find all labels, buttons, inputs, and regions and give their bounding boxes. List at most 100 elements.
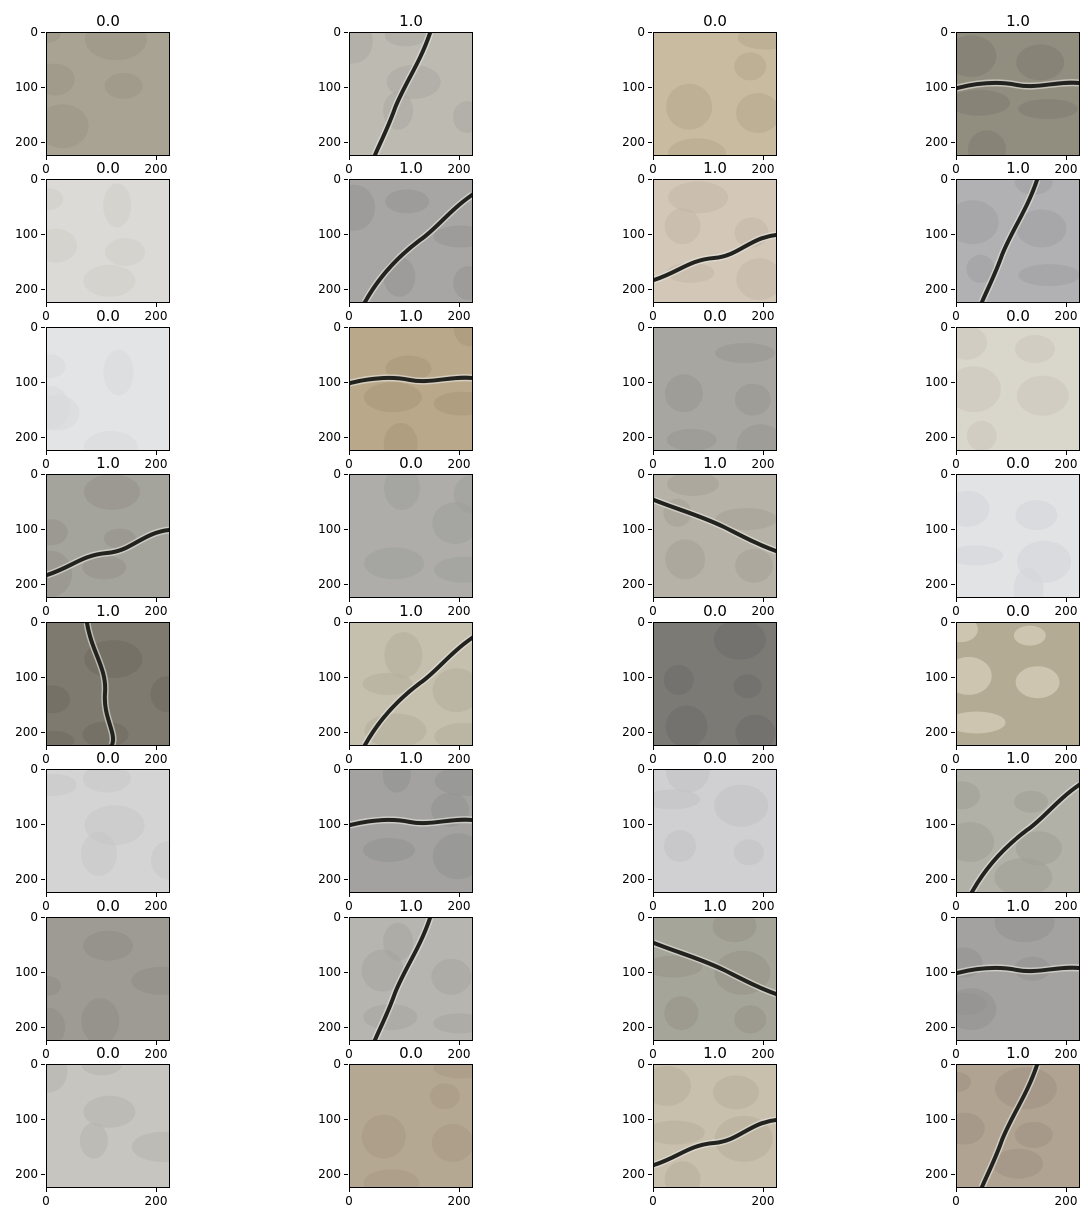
concrete-surface-image: [653, 32, 777, 156]
x-tick-label: 200: [1054, 899, 1078, 913]
x-tick: [653, 746, 654, 750]
y-tick-label: 100: [318, 80, 341, 94]
x-tick: [763, 746, 764, 750]
y-tick: [951, 622, 955, 627]
y-tick: [648, 917, 652, 922]
y-tick: [648, 179, 652, 184]
y-tick: [648, 32, 652, 37]
panel-label: 0.0: [703, 12, 727, 30]
x-tick-label: 200: [144, 309, 168, 323]
image-panel: 1.0 0 100 200 0 200: [925, 750, 1080, 913]
y-tick: [41, 1064, 45, 1069]
y-tick: [41, 1027, 45, 1032]
x-tick-label: 0: [649, 457, 657, 471]
texture-graphic: [957, 918, 1079, 1040]
image-panel: 0.0 0 100 200 0 200: [925, 455, 1080, 618]
panel-label: 1.0: [399, 307, 423, 325]
texture-graphic: [654, 33, 776, 155]
y-tick: [951, 1174, 955, 1179]
y-tick: [344, 917, 348, 922]
image-panel: 0.0 0 100 200 0 200: [15, 898, 170, 1061]
texture-graphic: [47, 918, 169, 1040]
y-tick-label: 0: [940, 467, 948, 481]
cracked-concrete-image: [349, 917, 473, 1041]
y-tick-label: 0: [940, 910, 948, 924]
x-tick: [349, 156, 350, 160]
y-tick: [648, 584, 652, 589]
y-tick-label: 0: [30, 25, 38, 39]
x-tick: [763, 156, 764, 160]
texture-graphic: [957, 33, 1079, 155]
x-tick: [653, 893, 654, 897]
texture-graphic: [47, 770, 169, 892]
image-panel: 1.0 0 100 200 0 200: [622, 455, 777, 618]
y-tick-label: 0: [940, 172, 948, 186]
texture-graphic: [350, 623, 472, 745]
image-panel: 0.0 0 100 200 0 200: [15, 1045, 170, 1208]
texture-graphic: [350, 918, 472, 1040]
y-tick-label: 100: [622, 522, 645, 536]
y-tick-label: 200: [15, 577, 38, 591]
x-tick-label: 200: [144, 604, 168, 618]
x-tick-label: 0: [952, 752, 960, 766]
y-tick: [41, 824, 45, 829]
x-tick-label: 0: [649, 1194, 657, 1208]
x-tick-label: 200: [447, 899, 471, 913]
image-panel: 0.0 0 100 200 0 200: [15, 308, 170, 471]
y-tick-label: 200: [925, 872, 948, 886]
x-tick-label: 0: [649, 162, 657, 176]
x-tick-label: 0: [345, 1047, 353, 1061]
x-tick: [956, 746, 957, 750]
x-tick-label: 0: [42, 752, 50, 766]
x-tick-label: 0: [952, 162, 960, 176]
x-tick: [956, 303, 957, 307]
y-tick: [344, 179, 348, 184]
x-tick-label: 200: [144, 162, 168, 176]
x-tick-label: 200: [144, 1194, 168, 1208]
image-panel: 1.0 0 100 200 0 200: [925, 13, 1080, 176]
x-tick-label: 200: [447, 604, 471, 618]
x-tick-label: 0: [42, 1194, 50, 1208]
panel-label: 1.0: [399, 749, 423, 767]
concrete-surface-image: [46, 327, 170, 451]
x-tick-label: 200: [144, 899, 168, 913]
x-tick-label: 0: [42, 604, 50, 618]
panel-label: 0.0: [1006, 454, 1030, 472]
y-tick-label: 100: [622, 670, 645, 684]
x-tick: [349, 1188, 350, 1192]
x-tick-label: 0: [649, 899, 657, 913]
x-tick: [763, 451, 764, 455]
x-tick-label: 0: [42, 162, 50, 176]
y-tick: [344, 327, 348, 332]
y-tick-label: 200: [318, 282, 341, 296]
x-tick: [1066, 303, 1067, 307]
y-tick: [951, 917, 955, 922]
y-tick: [41, 529, 45, 534]
x-tick: [46, 1188, 47, 1192]
x-tick: [459, 746, 460, 750]
image-panel: 0.0 0 100 200 0 200: [15, 160, 170, 323]
y-tick: [951, 32, 955, 37]
panel-label: 1.0: [399, 602, 423, 620]
image-panel: 1.0 0 100 200 0 200: [318, 13, 473, 176]
texture-graphic: [957, 623, 1079, 745]
x-tick: [1066, 156, 1067, 160]
y-tick: [344, 32, 348, 37]
y-tick-label: 0: [637, 467, 645, 481]
y-tick-label: 0: [637, 615, 645, 629]
y-tick: [344, 382, 348, 387]
y-tick-label: 100: [15, 227, 38, 241]
y-tick: [41, 732, 45, 737]
y-tick: [41, 972, 45, 977]
panel-label: 0.0: [96, 12, 120, 30]
y-tick: [951, 382, 955, 387]
y-tick-label: 0: [30, 615, 38, 629]
x-tick-label: 0: [649, 309, 657, 323]
x-tick: [156, 1041, 157, 1045]
image-panel: 1.0 0 100 200 0 200: [15, 455, 170, 618]
y-tick-label: 200: [15, 430, 38, 444]
x-tick: [763, 598, 764, 602]
y-tick: [41, 677, 45, 682]
texture-graphic: [957, 770, 1079, 892]
y-tick-label: 200: [925, 282, 948, 296]
